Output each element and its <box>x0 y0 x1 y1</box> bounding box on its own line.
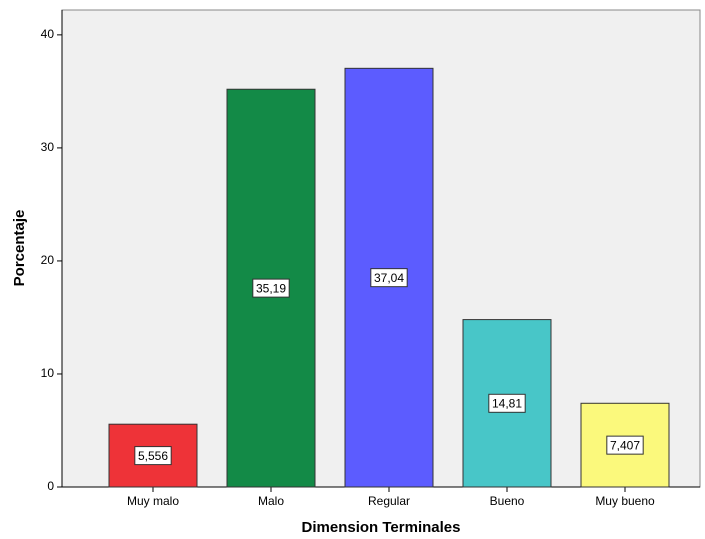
y-tick-label: 30 <box>41 140 55 154</box>
value-label: 14,81 <box>492 396 522 410</box>
value-label: 37,04 <box>374 271 404 285</box>
x-tick-label: Muy bueno <box>595 494 655 508</box>
x-tick-label: Bueno <box>490 494 525 508</box>
y-tick-label: 10 <box>41 366 55 380</box>
value-label: 35,19 <box>256 281 286 295</box>
x-axis-title: Dimension Terminales <box>302 519 461 536</box>
y-tick-label: 20 <box>41 253 55 267</box>
value-label-box <box>370 268 408 288</box>
y-tick-label: 0 <box>47 479 54 493</box>
x-tick-label: Regular <box>368 494 410 508</box>
value-label-box <box>252 278 290 298</box>
bar <box>226 88 316 488</box>
value-label: 7,407 <box>610 438 640 452</box>
value-label-box <box>606 435 644 455</box>
value-label-box <box>134 446 172 466</box>
value-label: 5,556 <box>138 449 168 463</box>
y-tick-label: 40 <box>41 27 55 41</box>
y-axis-title: Porcentaje <box>11 210 28 287</box>
x-tick-label: Malo <box>258 494 284 508</box>
value-label-box <box>488 393 526 413</box>
x-tick-label: Muy malo <box>127 494 179 508</box>
